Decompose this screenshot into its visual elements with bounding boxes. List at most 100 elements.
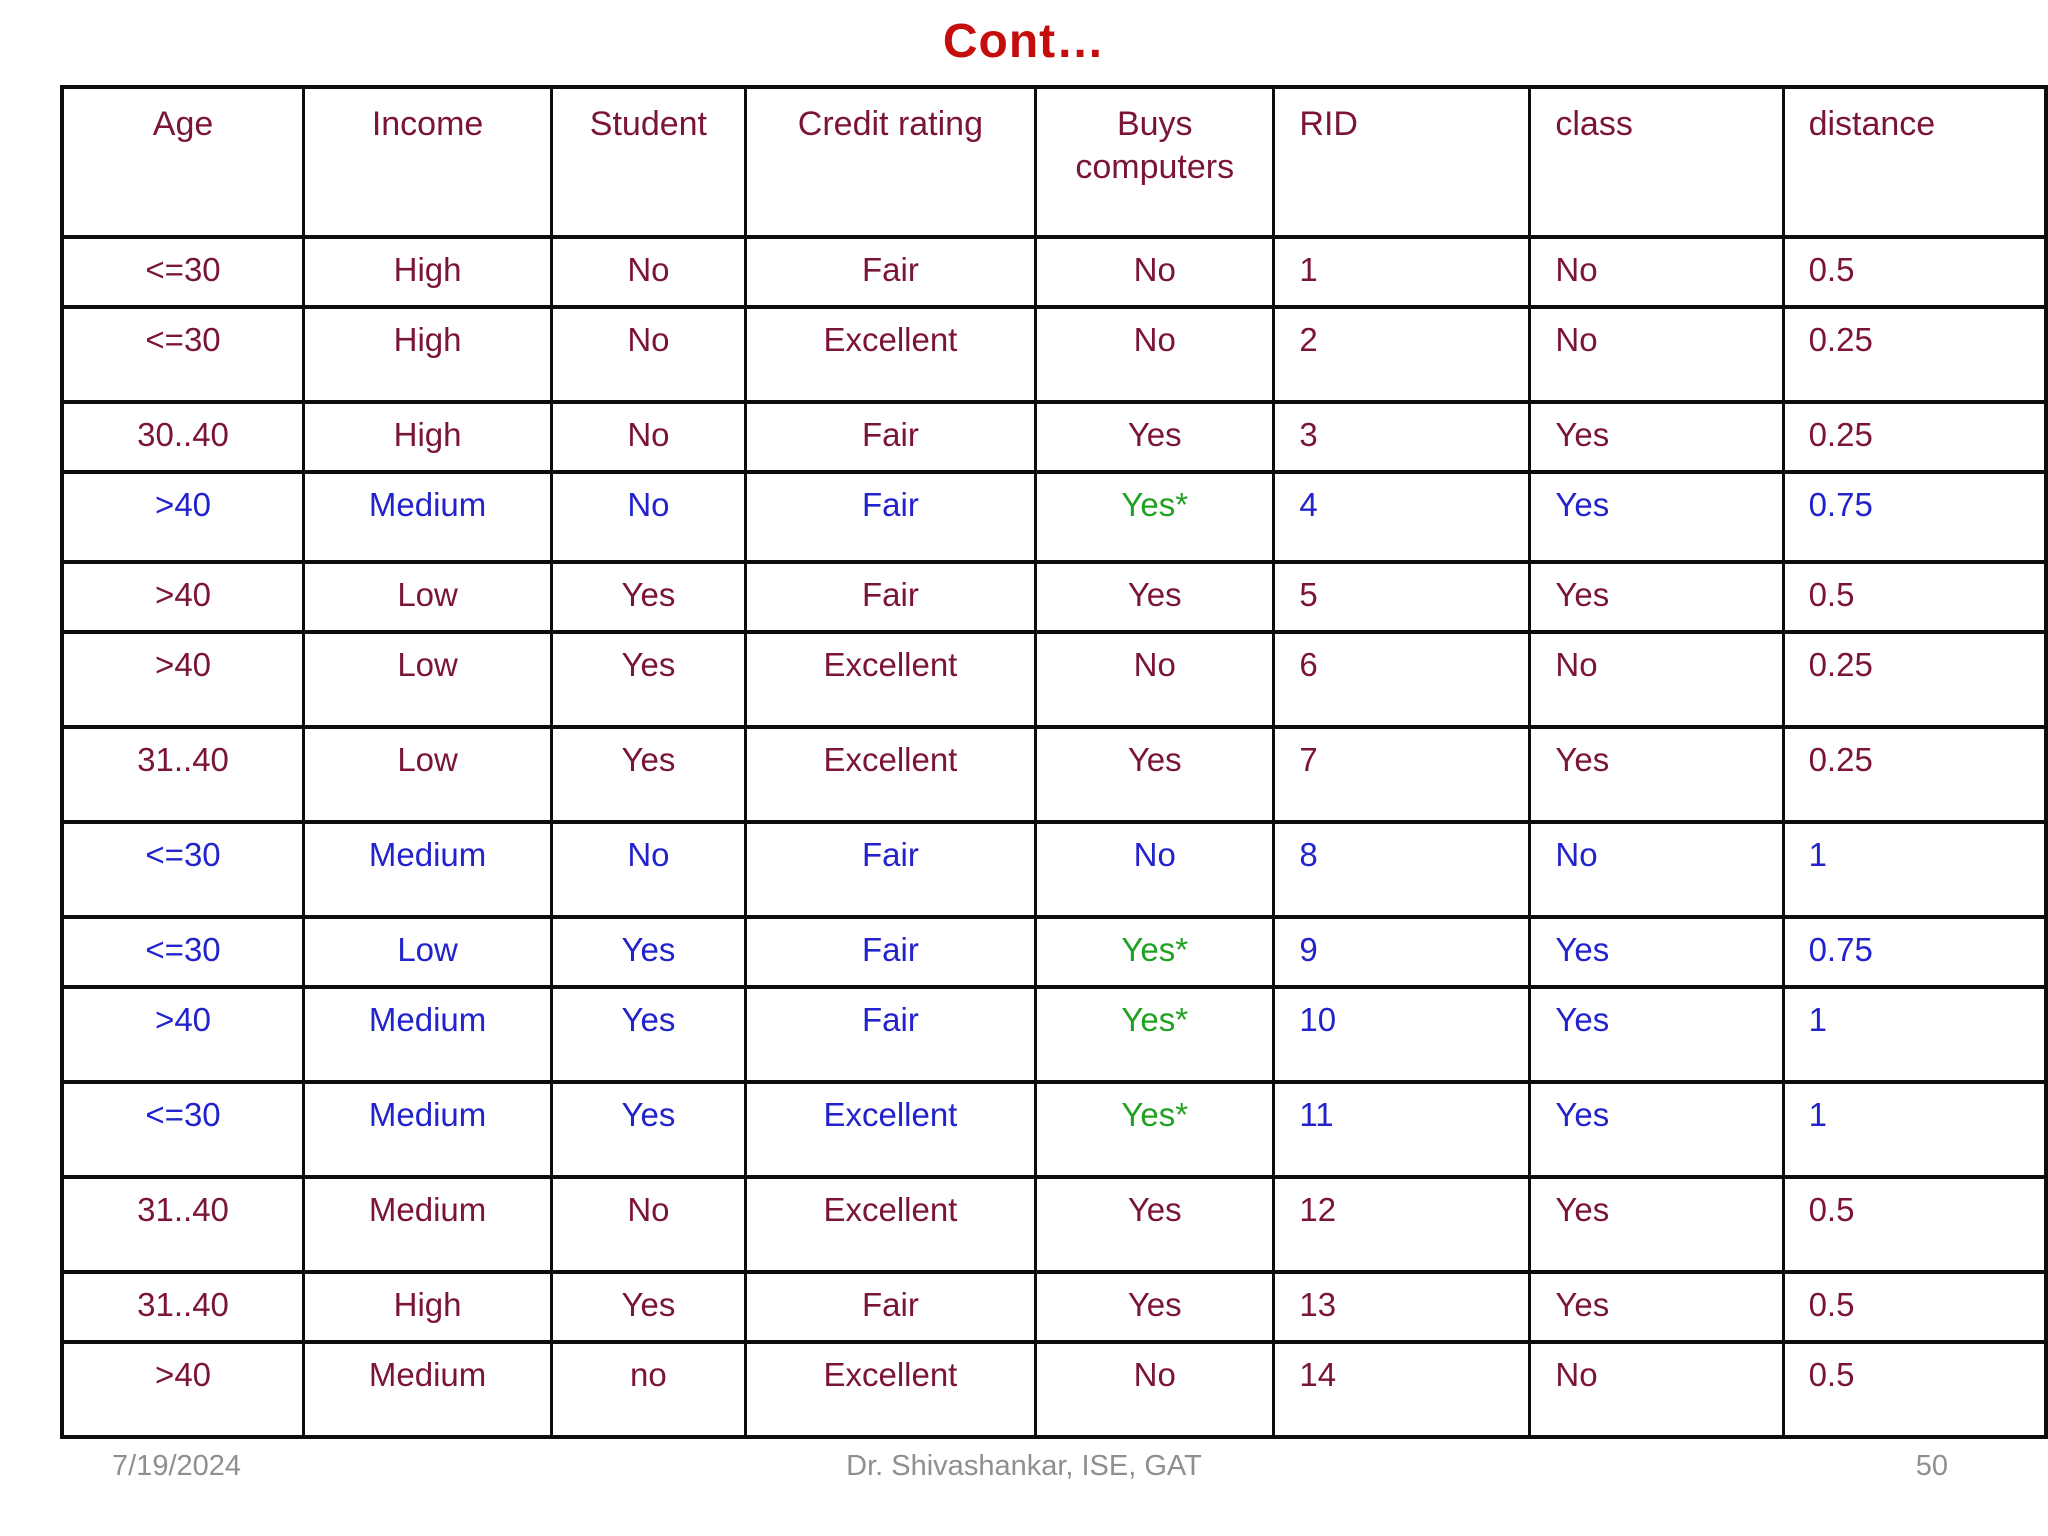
table-cell: Yes* — [1034, 1080, 1276, 1179]
table-cell: 3 — [1272, 400, 1532, 474]
table-cell: No — [550, 1175, 747, 1274]
table-cell: Yes — [550, 1080, 747, 1179]
table-cell: Medium — [302, 470, 554, 564]
table-cell: 0.5 — [1781, 560, 2048, 634]
table-cell: No — [550, 400, 747, 474]
table-cell: No — [550, 305, 747, 404]
table-cell: 0.75 — [1781, 915, 2048, 989]
table-cell: Low — [302, 915, 554, 989]
table-cell: 13 — [1272, 1270, 1532, 1344]
header-cell: Credit rating — [743, 85, 1038, 239]
table-cell: 0.25 — [1781, 400, 2048, 474]
footer: 7/19/2024 Dr. Shivashankar, ISE, GAT 50 — [0, 1450, 2048, 1500]
table-cell: 7 — [1272, 725, 1532, 824]
table-cell: 30..40 — [60, 400, 306, 474]
table-cell: <=30 — [60, 305, 306, 404]
table-cell: No — [1528, 305, 1785, 404]
table-cell: Fair — [743, 400, 1038, 474]
table-cell: Excellent — [743, 305, 1038, 404]
table-cell: Yes* — [1034, 470, 1276, 564]
table-cell: High — [302, 235, 554, 309]
table-cell: Yes — [1034, 400, 1276, 474]
table-cell: Yes — [550, 985, 747, 1084]
table-cell: Yes — [1528, 725, 1785, 824]
table-cell: 0.5 — [1781, 1340, 2048, 1439]
table-cell: No — [1034, 820, 1276, 919]
header-cell: Buys computers — [1034, 85, 1276, 239]
table-cell: 1 — [1781, 1080, 2048, 1179]
table-cell: Fair — [743, 1270, 1038, 1344]
table-cell: Excellent — [743, 725, 1038, 824]
table-cell: 0.75 — [1781, 470, 2048, 564]
table-cell: 31..40 — [60, 1270, 306, 1344]
table-cell: Yes — [550, 560, 747, 634]
table-cell: no — [550, 1340, 747, 1439]
table-cell: Excellent — [743, 1340, 1038, 1439]
table-cell: Medium — [302, 1340, 554, 1439]
table-cell: Low — [302, 725, 554, 824]
table-cell: Yes — [550, 1270, 747, 1344]
table-cell: No — [550, 235, 747, 309]
table-cell: 1 — [1781, 820, 2048, 919]
table-row: 31..40 Low Yes Excellent Yes 7 Yes 0.25 — [60, 725, 2048, 824]
table-cell: Fair — [743, 985, 1038, 1084]
table-row: >40 Medium no Excellent No 14 No 0.5 — [60, 1340, 2048, 1439]
table-cell: Fair — [743, 560, 1038, 634]
table-cell: 2 — [1272, 305, 1532, 404]
table-cell: Medium — [302, 1175, 554, 1274]
header-cell: Income — [302, 85, 554, 239]
header-cell: distance — [1781, 85, 2048, 239]
table-cell: >40 — [60, 1340, 306, 1439]
table-cell: 14 — [1272, 1340, 1532, 1439]
table-cell: Medium — [302, 820, 554, 919]
table-cell: <=30 — [60, 820, 306, 919]
header-row: Age Income Student Credit rating Buys comput… — [60, 85, 2048, 239]
table-cell: Yes — [1528, 1270, 1785, 1344]
table-cell: No — [1034, 630, 1276, 729]
table-cell: >40 — [60, 560, 306, 634]
table-cell: Low — [302, 630, 554, 729]
table-cell: Fair — [743, 470, 1038, 564]
table-cell: 4 — [1272, 470, 1532, 564]
table-cell: Fair — [743, 820, 1038, 919]
table-cell: Yes — [1528, 1080, 1785, 1179]
table-cell: 5 — [1272, 560, 1532, 634]
table-cell: High — [302, 400, 554, 474]
table-cell: 0.5 — [1781, 1175, 2048, 1274]
table-cell: 0.25 — [1781, 305, 2048, 404]
table-cell: <=30 — [60, 915, 306, 989]
table-cell: 0.5 — [1781, 1270, 2048, 1344]
table-cell: Medium — [302, 985, 554, 1084]
table-cell: 8 — [1272, 820, 1532, 919]
table-cell: 11 — [1272, 1080, 1532, 1179]
table-cell: Yes* — [1034, 985, 1276, 1084]
table-cell: >40 — [60, 630, 306, 729]
table-cell: >40 — [60, 985, 306, 1084]
table-cell: Yes — [1034, 725, 1276, 824]
table-cell: High — [302, 1270, 554, 1344]
table-row: >40 Low Yes Excellent No 6 No 0.25 — [60, 630, 2048, 729]
table-cell: Medium — [302, 1080, 554, 1179]
table-cell: Yes — [1528, 915, 1785, 989]
table-cell: No — [1034, 235, 1276, 309]
table-cell: 31..40 — [60, 725, 306, 824]
table-row: <=30 Medium No Fair No 8 No 1 — [60, 820, 2048, 919]
table-cell: Yes — [1528, 400, 1785, 474]
table-cell: Fair — [743, 915, 1038, 989]
table-cell: Yes — [550, 630, 747, 729]
footer-author: Dr. Shivashankar, ISE, GAT — [846, 1450, 1202, 1482]
table-cell: Yes — [1528, 1175, 1785, 1274]
footer-page-number: 50 — [1915, 1450, 1948, 1482]
table-header: Age Income Student Credit rating Buys comput… — [60, 85, 2048, 239]
table-cell: Yes* — [1034, 915, 1276, 989]
table-cell: No — [1528, 1340, 1785, 1439]
header-cell: Age — [60, 85, 306, 239]
table-cell: 31..40 — [60, 1175, 306, 1274]
table-cell: <=30 — [60, 235, 306, 309]
table-cell: 1 — [1781, 985, 2048, 1084]
table-cell: Yes — [1528, 985, 1785, 1084]
table-cell: Excellent — [743, 1175, 1038, 1274]
header-cell: class — [1528, 85, 1785, 239]
table-cell: 10 — [1272, 985, 1532, 1084]
table-body: <=30 High No Fair No 1 No 0.5 <=30 High No Excellen… — [60, 235, 2048, 1439]
